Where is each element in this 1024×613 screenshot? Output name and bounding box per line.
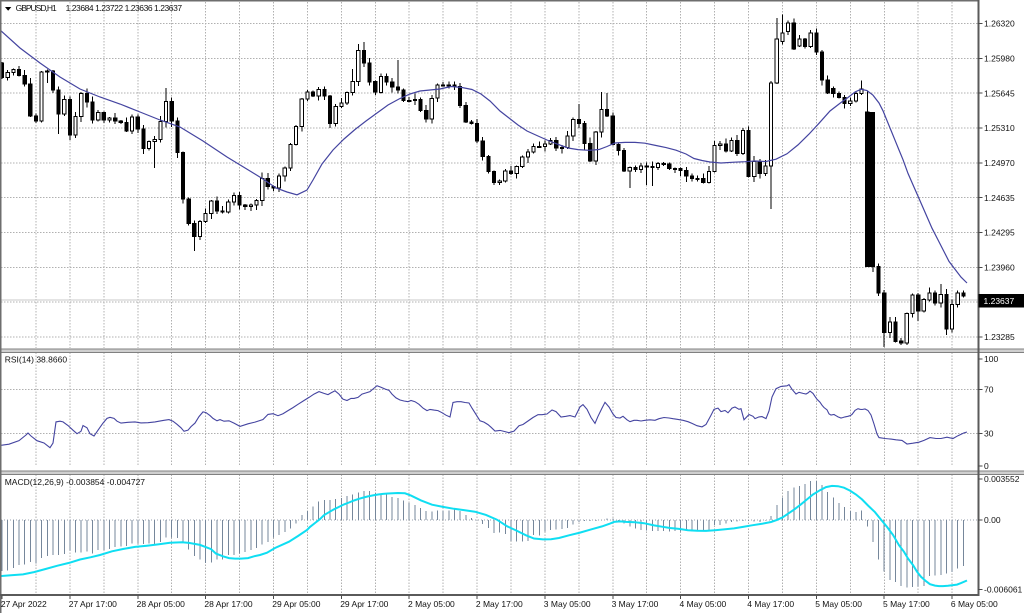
svg-text:3 May 05:00: 3 May 05:00 — [544, 599, 591, 609]
svg-text:0.003552: 0.003552 — [984, 474, 1020, 484]
svg-text:28 Apr 17:00: 28 Apr 17:00 — [204, 599, 252, 609]
svg-text:1.23637: 1.23637 — [984, 296, 1015, 306]
svg-text:RSI(14) 38.8660: RSI(14) 38.8660 — [5, 354, 68, 364]
svg-text:29 Apr 05:00: 29 Apr 05:00 — [272, 599, 320, 609]
svg-text:2 May 17:00: 2 May 17:00 — [476, 599, 523, 609]
svg-text:1.24635: 1.24635 — [984, 193, 1015, 203]
svg-text:0.00: 0.00 — [984, 515, 1001, 525]
svg-text:30: 30 — [984, 429, 994, 439]
svg-text:29 Apr 17:00: 29 Apr 17:00 — [340, 599, 388, 609]
svg-text:100: 100 — [984, 354, 998, 364]
svg-text:5 May 05:00: 5 May 05:00 — [815, 599, 862, 609]
svg-text:GBPUSD,H1: GBPUSD,H1 — [16, 3, 57, 13]
svg-text:1.23684 1.23722 1.23636 1.2363: 1.23684 1.23722 1.23636 1.23637 — [66, 3, 183, 13]
svg-text:1.23285: 1.23285 — [984, 332, 1015, 342]
svg-text:4 May 17:00: 4 May 17:00 — [747, 599, 794, 609]
svg-text:4 May 05:00: 4 May 05:00 — [680, 599, 727, 609]
svg-text:1.23960: 1.23960 — [984, 263, 1015, 273]
svg-text:0: 0 — [984, 461, 989, 471]
svg-text:27 Apr 17:00: 27 Apr 17:00 — [69, 599, 117, 609]
svg-text:1.25645: 1.25645 — [984, 88, 1015, 98]
svg-text:1.26320: 1.26320 — [984, 19, 1015, 29]
svg-text:2 May 05:00: 2 May 05:00 — [408, 599, 455, 609]
svg-text:MACD(12,26,9) -0.003854 -0.004: MACD(12,26,9) -0.003854 -0.004727 — [5, 477, 146, 487]
svg-text:-0.006061: -0.006061 — [984, 585, 1023, 595]
svg-text:5 May 17:00: 5 May 17:00 — [883, 599, 930, 609]
svg-text:1.25310: 1.25310 — [984, 123, 1015, 133]
svg-text:6 May 05:00: 6 May 05:00 — [951, 599, 998, 609]
svg-text:28 Apr 05:00: 28 Apr 05:00 — [137, 599, 185, 609]
svg-text:1.24970: 1.24970 — [984, 158, 1015, 168]
svg-text:1.25980: 1.25980 — [984, 53, 1015, 63]
svg-text:3 May 17:00: 3 May 17:00 — [612, 599, 659, 609]
svg-text:27 Apr 2022: 27 Apr 2022 — [1, 599, 47, 609]
svg-text:70: 70 — [984, 385, 994, 395]
svg-text:1.24295: 1.24295 — [984, 228, 1015, 238]
